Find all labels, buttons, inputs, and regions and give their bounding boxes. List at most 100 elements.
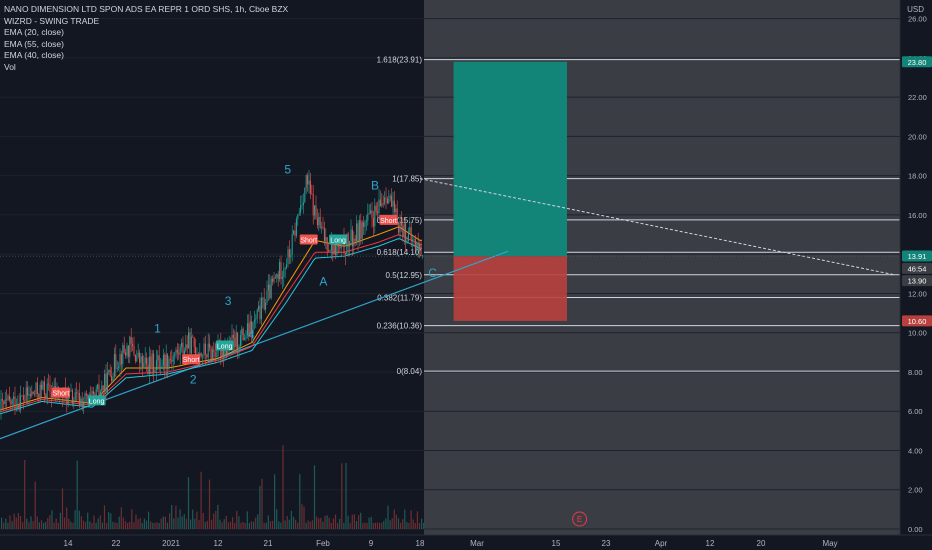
- candle-body: [280, 262, 282, 279]
- volume-bar: [267, 515, 269, 529]
- indicator-ema-20[interactable]: EMA (20, close): [4, 27, 64, 37]
- volume-bar: [334, 514, 337, 529]
- candle-body: [94, 394, 96, 397]
- indicator-volume[interactable]: Vol: [4, 61, 16, 72]
- candle-body: [365, 220, 367, 223]
- volume-bar: [5, 518, 7, 529]
- candle-body: [98, 384, 100, 396]
- volume-bar: [194, 518, 196, 529]
- volume-bar: [129, 521, 131, 529]
- volume-bar: [11, 521, 13, 529]
- volume-bar: [118, 516, 120, 529]
- indicator-ema-40[interactable]: EMA (40, close): [4, 50, 64, 60]
- candle-body: [281, 276, 283, 279]
- candle-body: [189, 332, 191, 354]
- candle-body: [133, 345, 135, 355]
- candle-body: [137, 352, 139, 357]
- volume-bar: [337, 522, 339, 529]
- candle-body: [407, 231, 409, 241]
- volume-bar: [17, 513, 19, 529]
- candle-body: [414, 239, 416, 251]
- wave-label-2: 2: [190, 373, 197, 387]
- candle-body: [311, 193, 313, 195]
- volume-bar: [379, 522, 381, 529]
- candle-body: [150, 356, 152, 367]
- candle-body: [284, 267, 286, 270]
- volume-bar: [72, 522, 74, 529]
- candle-body: [395, 208, 397, 213]
- signal-tag-1: Long: [87, 395, 106, 406]
- earnings-marker-text: E: [577, 515, 582, 524]
- volume-bar: [351, 514, 353, 529]
- candle-body: [249, 320, 251, 336]
- volume-bar: [135, 514, 137, 529]
- volume-bar: [173, 518, 175, 529]
- price-badge-text: 46:54: [908, 264, 927, 273]
- candle-body: [118, 366, 120, 369]
- candle-body: [182, 342, 184, 355]
- volume-bar: [110, 513, 112, 529]
- candle-body: [11, 399, 13, 405]
- candle-body: [123, 345, 125, 353]
- volume-bar: [51, 510, 53, 529]
- candle-body: [381, 203, 383, 207]
- price-badge-box: [902, 275, 932, 287]
- candle-body: [116, 368, 118, 370]
- candle-body: [176, 349, 178, 353]
- candle-body: [81, 398, 83, 408]
- volume-bar: [276, 509, 278, 529]
- support-trendline: [0, 250, 509, 440]
- volume-bar: [1, 517, 3, 529]
- volume-bar: [330, 523, 332, 529]
- indicator-wizrd[interactable]: WIZRD - SWING TRADE: [4, 15, 100, 26]
- indicator-ema-55[interactable]: EMA (55, close): [4, 38, 64, 49]
- volume-bar: [64, 517, 66, 529]
- candle-body: [125, 352, 127, 356]
- volume-bars: [1, 445, 425, 529]
- volume-bar: [402, 519, 404, 529]
- candle-body: [73, 399, 75, 404]
- volume-bar: [299, 474, 301, 529]
- volume-bar: [355, 521, 358, 529]
- volume-bar: [150, 521, 152, 529]
- volume-bar: [108, 512, 110, 529]
- volume-bar: [280, 522, 282, 529]
- fibonacci-levels: 1.618(23.91) 1(17.85) 0.786(15.75) 0.618(14…: [377, 56, 900, 376]
- volume-bar: [217, 504, 219, 529]
- volume-bar: [162, 516, 164, 529]
- volume-bar: [122, 517, 124, 529]
- candle-body: [132, 343, 134, 346]
- volume-bar: [322, 521, 324, 529]
- symbol-title[interactable]: NANO DIMENSION LTD SPON ADS EA REPR 1 OR…: [4, 4, 289, 14]
- volume-bar: [208, 479, 211, 529]
- candle-body: [153, 353, 155, 372]
- x-tick-9: 15: [552, 539, 561, 548]
- volume-bar: [175, 505, 177, 529]
- volume-bar: [421, 518, 423, 529]
- volume-bar: [412, 519, 414, 529]
- candle-body: [314, 205, 316, 216]
- signal-tag-text: Long: [89, 398, 105, 405]
- volume-bar: [213, 513, 215, 529]
- volume-bar: [200, 471, 202, 529]
- candle-body: [308, 180, 310, 185]
- candle-body: [1, 398, 3, 401]
- candle-body: [262, 297, 264, 299]
- volume-bar: [253, 521, 255, 529]
- volume-bar: [91, 522, 93, 529]
- volume-bar: [99, 515, 101, 529]
- candle-body: [144, 357, 146, 364]
- candle-body: [321, 227, 323, 229]
- volume-bar: [248, 522, 250, 529]
- volume-bar: [137, 519, 139, 529]
- candle-body: [343, 238, 345, 253]
- x-tick-7: 18: [416, 539, 425, 548]
- candle-body: [50, 392, 52, 398]
- volume-bar: [177, 517, 179, 529]
- candle-body: [363, 222, 365, 227]
- signal-tag-2: Long: [215, 340, 234, 351]
- x-tick-1: 22: [112, 539, 121, 548]
- candle-body: [304, 188, 306, 203]
- candle-body: [49, 384, 51, 393]
